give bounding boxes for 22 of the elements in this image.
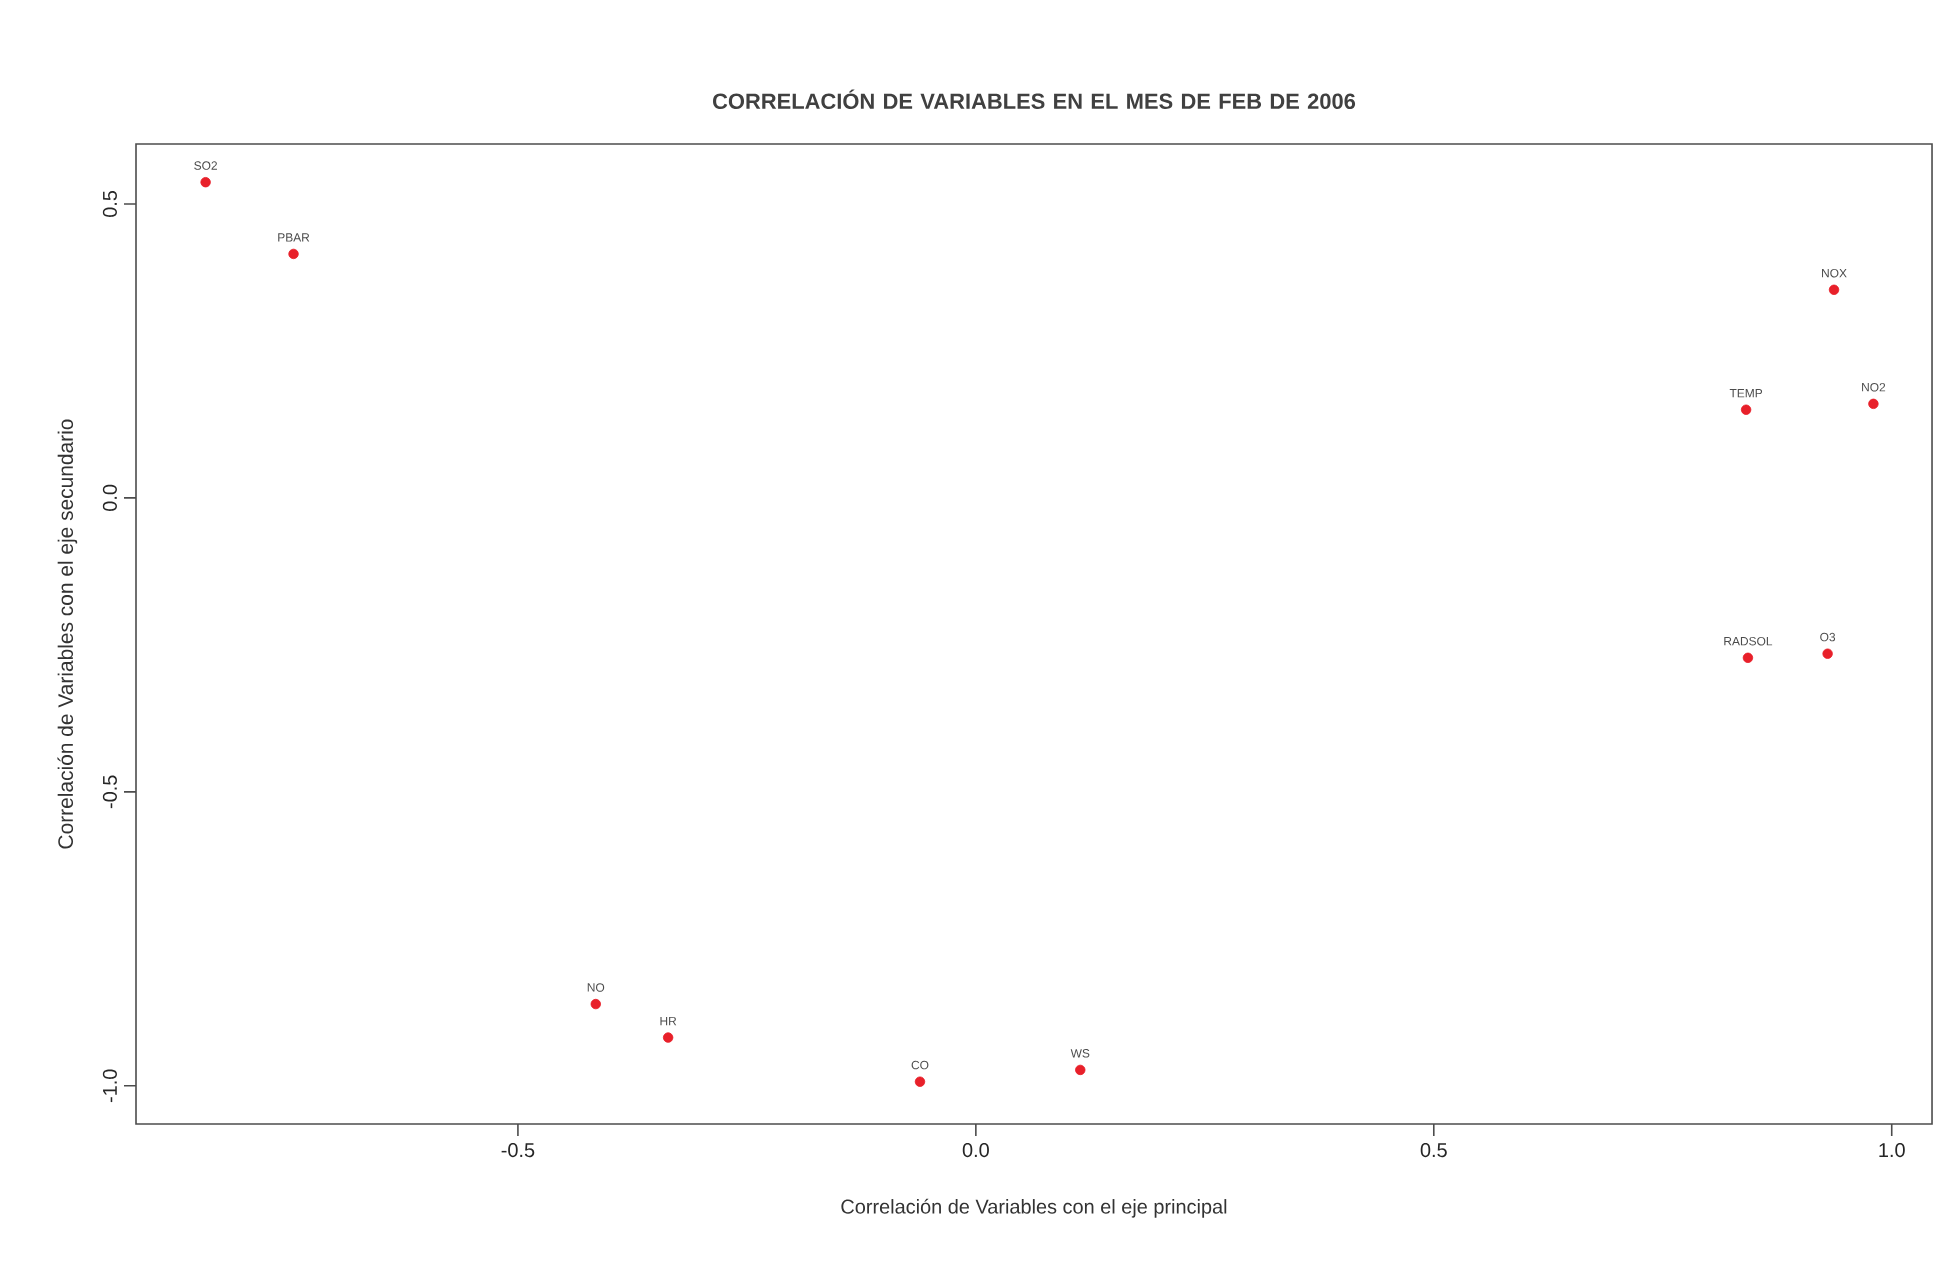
point	[914, 1076, 926, 1087]
y-axis-title: Correlación de Variables con el eje secundario	[57, 419, 78, 849]
x-tick-label: -0.5	[501, 1143, 535, 1158]
point	[1075, 1064, 1086, 1076]
point	[590, 998, 601, 1010]
point	[200, 177, 211, 188]
point	[1740, 404, 1752, 415]
x-tick-label: 0.0	[962, 1143, 989, 1158]
point	[1868, 398, 1879, 410]
point	[1822, 648, 1833, 659]
y-tick-label: -1.0	[102, 1069, 117, 1103]
chart-title: CORRELACIÓN DE VARIABLES EN EL MES DE FEB DE 2006	[713, 89, 1356, 109]
x-tick-label: 1.0	[1879, 1143, 1905, 1158]
x-tick-label: 0.5	[1420, 1143, 1447, 1158]
point	[1742, 652, 1754, 663]
y-tick-label: 0.5	[102, 190, 117, 218]
x-axis-title: Correlación de Variables con el eje principal	[841, 1198, 1227, 1218]
point	[1828, 284, 1840, 295]
y-tick-label: -0.5	[102, 775, 117, 809]
y-tick-label: 0.0	[102, 484, 117, 511]
point	[662, 1032, 674, 1043]
point	[288, 248, 299, 260]
